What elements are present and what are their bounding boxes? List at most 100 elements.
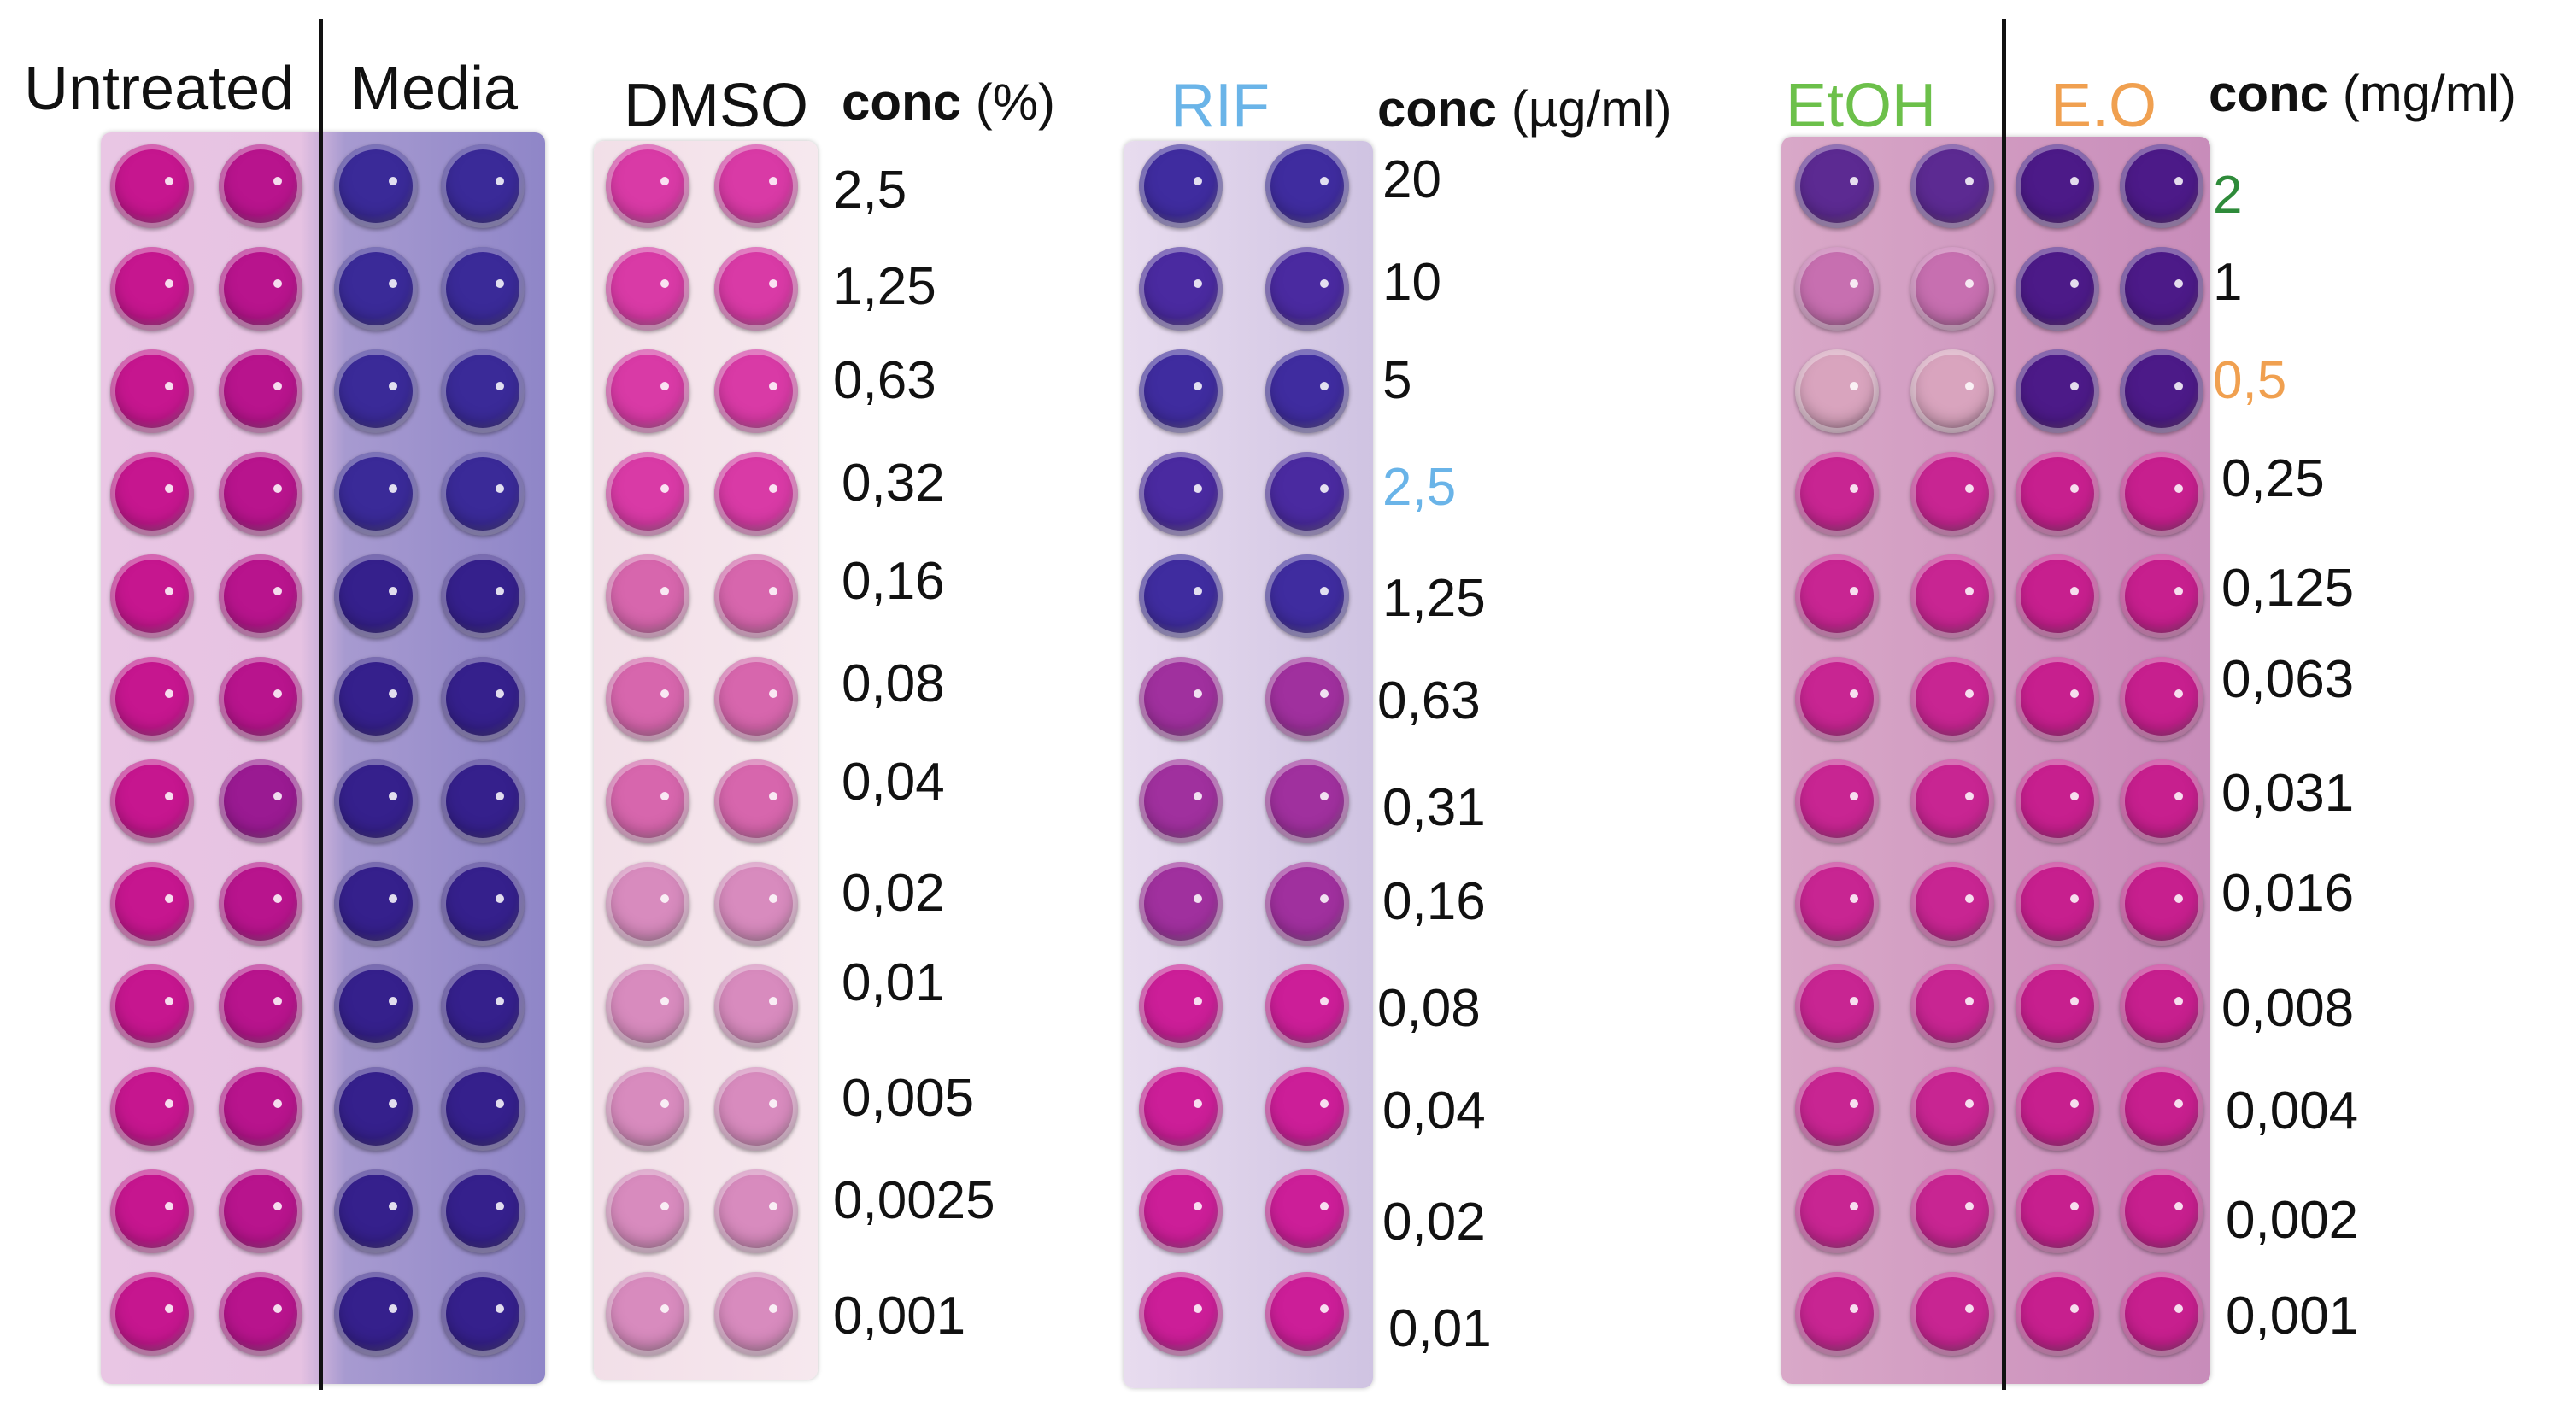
plate-well xyxy=(1910,862,1994,946)
dmso-conc-value: 0,02 xyxy=(842,864,945,923)
plate-well xyxy=(1795,964,1879,1048)
eo-conc-value: 0,001 xyxy=(2226,1287,2359,1345)
plate-well xyxy=(1910,349,1994,433)
plate-well xyxy=(606,349,689,433)
dmso-conc-value: 0,63 xyxy=(833,351,936,410)
plate-well xyxy=(441,1169,525,1253)
plate-well xyxy=(2120,349,2203,433)
plate-well xyxy=(334,759,418,843)
plate-well xyxy=(219,964,302,1048)
plate-well xyxy=(441,144,525,228)
eo-conc-value: 0,004 xyxy=(2226,1082,2359,1140)
plate-well xyxy=(2016,349,2099,433)
plate-well xyxy=(714,554,798,638)
plate-well xyxy=(1910,554,1994,638)
plate-well xyxy=(219,862,302,946)
plate-well xyxy=(2016,657,2099,741)
dmso-conc-value: 0,04 xyxy=(842,753,945,812)
plate-well xyxy=(606,144,689,228)
plate-well xyxy=(441,247,525,331)
plate-well xyxy=(2120,964,2203,1048)
plate-well xyxy=(606,657,689,741)
plate-well xyxy=(110,964,194,1048)
plate-well xyxy=(714,247,798,331)
rif-header: RIF xyxy=(1171,72,1270,140)
plate-well xyxy=(334,1272,418,1356)
plate-well xyxy=(1265,657,1349,741)
plate-well xyxy=(1910,759,1994,843)
eo-conc-value: 0,008 xyxy=(2221,979,2355,1038)
plate-well xyxy=(714,452,798,536)
etoh-header: EtOH xyxy=(1786,72,1937,140)
plate-well xyxy=(714,964,798,1048)
plate-well xyxy=(1265,1169,1349,1253)
plate-well xyxy=(1265,349,1349,433)
plate-well xyxy=(2120,759,2203,843)
plate-well xyxy=(1910,1272,1994,1356)
plate-well xyxy=(441,657,525,741)
rif-conc-value: 1,25 xyxy=(1382,569,1486,628)
plate-well xyxy=(1139,349,1223,433)
dmso-conc-value: 0,005 xyxy=(842,1069,975,1128)
plate-well xyxy=(219,452,302,536)
plate-well xyxy=(1139,1272,1223,1356)
rif-conc-label: conc xyxy=(1377,80,1498,138)
plate-well xyxy=(606,759,689,843)
plate-well xyxy=(1265,1067,1349,1151)
rif-conc-value: 5 xyxy=(1382,351,1412,410)
plate-well xyxy=(110,247,194,331)
plate-well xyxy=(441,964,525,1048)
plate-well xyxy=(110,349,194,433)
rif-conc-unit: (µg/ml) xyxy=(1511,80,1672,138)
plate-well xyxy=(334,1067,418,1151)
dmso-conc-label: conc xyxy=(842,73,962,131)
plate-well xyxy=(110,1169,194,1253)
rif-conc-value-highlight: 2,5 xyxy=(1382,458,1457,517)
plate-well xyxy=(441,349,525,433)
plate-well xyxy=(1139,144,1223,228)
plate-well xyxy=(1795,144,1879,228)
plate-well xyxy=(2120,1169,2203,1253)
eo-conc-unit: (mg/ml) xyxy=(2342,65,2517,122)
plate-well xyxy=(2016,862,2099,946)
rif-conc-value: 0,08 xyxy=(1377,979,1481,1038)
plate-well xyxy=(1265,964,1349,1048)
plate-well xyxy=(441,1067,525,1151)
plate-well xyxy=(1910,1169,1994,1253)
plate-well xyxy=(714,862,798,946)
plate-well xyxy=(1265,759,1349,843)
plate-well xyxy=(219,657,302,741)
plate-well xyxy=(2016,452,2099,536)
plate-well xyxy=(1265,144,1349,228)
dmso-conc-unit: (%) xyxy=(975,73,1056,131)
plate-well xyxy=(2120,1067,2203,1151)
plate-well xyxy=(1265,452,1349,536)
plate-well xyxy=(2016,759,2099,843)
dmso-conc-value: 0,16 xyxy=(842,552,945,611)
plate-well xyxy=(219,1067,302,1151)
rif-conc-value: 20 xyxy=(1382,150,1441,209)
plate-well xyxy=(606,1169,689,1253)
eo-conc-value: 0,002 xyxy=(2226,1191,2359,1250)
eo-conc-value: 0,125 xyxy=(2221,559,2355,618)
plate-well xyxy=(219,1272,302,1356)
plate-well xyxy=(1910,964,1994,1048)
plate-well xyxy=(1795,452,1879,536)
plate-well xyxy=(219,144,302,228)
plate-well xyxy=(334,964,418,1048)
plate-well xyxy=(110,657,194,741)
plate-well xyxy=(714,144,798,228)
eo-conc-value: 0,016 xyxy=(2221,864,2355,923)
eo-conc-value-highlight-orange: 0,5 xyxy=(2213,351,2287,410)
plate-well xyxy=(110,1067,194,1151)
plate-well xyxy=(2016,964,2099,1048)
plate-well xyxy=(606,247,689,331)
plate-well xyxy=(1795,247,1879,331)
plate-well xyxy=(1795,349,1879,433)
plate-well xyxy=(1139,1067,1223,1151)
plate-well xyxy=(110,554,194,638)
plate-well xyxy=(110,862,194,946)
plate-well xyxy=(1795,862,1879,946)
plate-well xyxy=(219,554,302,638)
plate-well xyxy=(2120,144,2203,228)
